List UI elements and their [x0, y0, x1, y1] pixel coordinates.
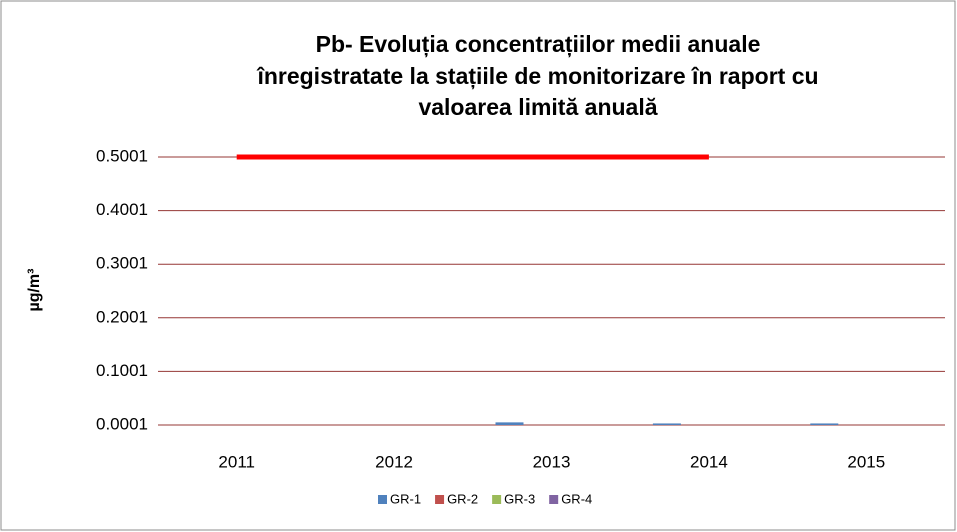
- bar: [652, 423, 681, 425]
- bar: [495, 422, 524, 425]
- y-tick-label: 0.1001: [96, 361, 148, 380]
- y-tick-label: 0.3001: [96, 254, 148, 273]
- legend-label: GR-4: [561, 491, 592, 506]
- legend-label: GR-1: [390, 491, 421, 506]
- bar: [810, 423, 839, 425]
- legend-swatch: [492, 495, 502, 504]
- legend-label: GR-2: [447, 491, 478, 506]
- y-axis-label: µg/m³: [26, 269, 43, 312]
- y-tick-label: 0.5001: [96, 146, 148, 165]
- x-tick-label: 2015: [847, 452, 885, 471]
- chart-title: Pb- Evoluția concentrațiilor medii anual…: [316, 31, 761, 58]
- legend-label: GR-3: [504, 491, 535, 506]
- legend-swatch: [549, 495, 559, 504]
- chart-title: înregistratate la stațiile de monitoriza…: [256, 63, 818, 90]
- legend-swatch: [378, 495, 387, 504]
- chart-title: valoarea limită anuală: [418, 94, 657, 120]
- y-tick-label: 0.0001: [96, 414, 148, 433]
- x-tick-label: 2011: [218, 452, 255, 471]
- y-tick-label: 0.4001: [96, 200, 148, 219]
- x-tick-label: 2014: [690, 452, 728, 471]
- x-tick-label: 2012: [375, 452, 413, 471]
- x-tick-label: 2013: [533, 452, 571, 471]
- legend-swatch: [435, 495, 445, 504]
- y-tick-label: 0.2001: [96, 307, 148, 326]
